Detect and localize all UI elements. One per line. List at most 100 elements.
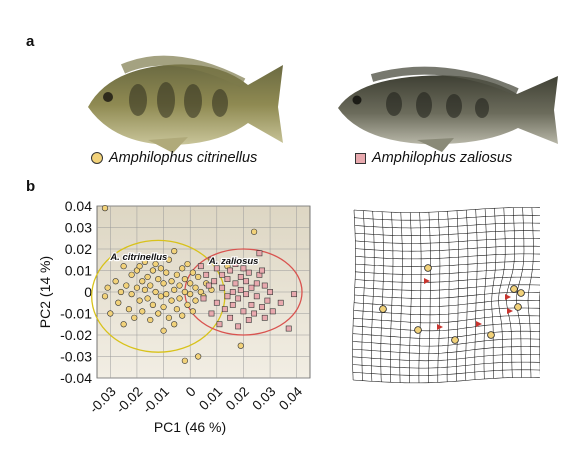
data-point-citrinellus xyxy=(168,297,175,304)
data-point-citrinellus xyxy=(141,286,149,293)
panel-label-b: b xyxy=(26,178,36,195)
grid-line-horizontal xyxy=(355,245,540,252)
grid-line-vertical xyxy=(390,212,394,383)
fish-photo-citrinellus xyxy=(88,55,283,153)
data-point-citrinellus xyxy=(171,321,178,328)
data-point-citrinellus xyxy=(163,269,170,276)
data-point-zaliosus xyxy=(243,278,249,285)
data-point-citrinellus xyxy=(149,301,157,309)
data-point-zaliosus xyxy=(277,299,284,306)
grid-line-horizontal xyxy=(355,253,540,260)
data-point-citrinellus xyxy=(144,295,151,302)
data-point-citrinellus xyxy=(171,286,178,293)
data-point-citrinellus xyxy=(181,288,188,296)
grid-line-horizontal xyxy=(354,292,540,299)
data-point-zaliosus xyxy=(285,325,292,332)
data-point-zaliosus xyxy=(227,267,234,274)
data-point-citrinellus xyxy=(184,260,191,268)
data-point-citrinellus xyxy=(250,228,258,235)
grid-line-vertical xyxy=(474,209,478,380)
landmark-point xyxy=(414,326,422,334)
data-point-citrinellus xyxy=(163,291,170,298)
deformation-grid xyxy=(352,207,540,384)
circle-marker-icon xyxy=(91,152,103,164)
fish-photo-zaliosus xyxy=(338,66,558,152)
data-point-zaliosus xyxy=(216,321,223,328)
data-point-citrinellus xyxy=(187,280,194,287)
grid-line-vertical xyxy=(527,207,534,378)
landmark-point xyxy=(379,305,387,313)
data-point-citrinellus xyxy=(152,288,159,296)
grid-line-horizontal xyxy=(355,261,540,267)
data-point-citrinellus xyxy=(141,258,149,266)
data-point-citrinellus xyxy=(160,303,167,311)
landmark-point xyxy=(517,289,525,297)
grid-line-vertical xyxy=(483,208,487,380)
data-point-citrinellus xyxy=(160,280,167,287)
data-point-zaliosus xyxy=(251,258,257,265)
data-point-citrinellus xyxy=(147,282,154,289)
grid-line-vertical xyxy=(506,207,515,378)
grid-line-vertical xyxy=(516,207,525,378)
data-point-zaliosus xyxy=(232,261,239,267)
grid-line-vertical xyxy=(352,209,356,381)
grid-line-vertical xyxy=(371,211,375,382)
data-point-zaliosus xyxy=(203,271,210,278)
data-point-zaliosus xyxy=(237,274,244,280)
grid-line-vertical xyxy=(498,207,506,378)
x-tick-label: 0 xyxy=(183,384,199,400)
data-point-zaliosus xyxy=(253,293,260,300)
grid-line-vertical xyxy=(465,210,469,381)
data-point-citrinellus xyxy=(112,278,119,285)
data-point-zaliosus xyxy=(240,265,247,272)
annotation-zaliosus: A. zaliosus xyxy=(208,256,259,267)
grid-line-vertical xyxy=(418,212,422,383)
shift-vector-arrow xyxy=(507,308,513,314)
data-point-zaliosus xyxy=(245,269,252,276)
data-point-zaliosus xyxy=(224,293,231,300)
grid-line-vertical xyxy=(380,211,384,382)
data-point-zaliosus xyxy=(211,278,218,285)
data-point-citrinellus xyxy=(123,282,130,289)
data-point-citrinellus xyxy=(155,310,162,317)
grid-line-vertical xyxy=(437,211,441,383)
x-tick-label: 0.02 xyxy=(223,384,252,413)
data-point-citrinellus xyxy=(157,265,164,272)
data-point-citrinellus xyxy=(179,265,186,272)
grid-line-vertical xyxy=(399,212,403,383)
landmark-point xyxy=(424,264,432,272)
data-point-citrinellus xyxy=(189,269,196,276)
x-tick-label: -0.01 xyxy=(140,384,172,416)
y-tick-label: -0.02 xyxy=(60,327,92,343)
grid-line-vertical xyxy=(361,210,366,381)
data-point-citrinellus xyxy=(101,293,109,300)
data-point-zaliosus xyxy=(243,291,249,298)
data-point-zaliosus xyxy=(224,276,231,282)
data-point-zaliosus xyxy=(221,258,228,265)
data-point-citrinellus xyxy=(176,295,183,302)
grid-line-vertical xyxy=(539,289,540,376)
data-point-zaliosus xyxy=(219,284,226,291)
x-tick-label: -0.02 xyxy=(113,384,145,416)
shift-vector-arrow xyxy=(424,278,430,284)
data-point-zaliosus xyxy=(200,295,207,302)
y-tick-label: 0.01 xyxy=(65,263,92,279)
data-point-zaliosus xyxy=(197,263,204,270)
grid-line-vertical xyxy=(456,210,459,382)
data-point-citrinellus xyxy=(128,291,135,298)
landmark-point xyxy=(451,336,459,344)
x-tick-label: 0.01 xyxy=(196,384,225,413)
data-point-zaliosus xyxy=(251,310,257,317)
data-point-citrinellus xyxy=(192,297,199,304)
data-point-citrinellus xyxy=(173,306,180,313)
x-axis-label: PC1 (46 %) xyxy=(154,419,226,435)
data-point-citrinellus xyxy=(139,308,146,315)
data-point-zaliosus xyxy=(213,299,220,306)
data-point-zaliosus xyxy=(259,304,265,310)
grid-line-vertical xyxy=(428,212,431,383)
data-point-citrinellus xyxy=(139,278,146,285)
data-point-zaliosus xyxy=(248,301,255,308)
data-point-citrinellus xyxy=(187,291,194,298)
data-point-citrinellus xyxy=(120,263,127,270)
data-point-zaliosus xyxy=(232,280,239,287)
